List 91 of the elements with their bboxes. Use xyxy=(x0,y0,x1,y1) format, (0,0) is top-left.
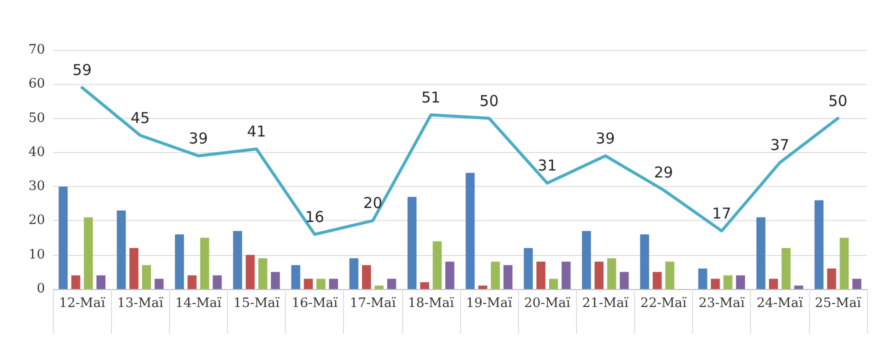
bar xyxy=(200,238,210,289)
bar xyxy=(536,262,546,289)
bar xyxy=(445,262,454,289)
y-tick-label: 20 xyxy=(28,213,45,228)
bar xyxy=(329,278,338,289)
bar xyxy=(466,172,475,289)
bar xyxy=(620,272,629,289)
x-tick-label: 15-Маї xyxy=(233,296,280,311)
x-tick-label: 20-Маї xyxy=(524,296,572,311)
data-label: 29 xyxy=(654,163,674,182)
x-tick-label: 16-Маї xyxy=(292,296,339,311)
data-label: 37 xyxy=(770,136,790,154)
bar xyxy=(736,275,746,289)
data-label: 41 xyxy=(246,122,266,141)
x-tick-label: 24-Маї xyxy=(756,296,804,311)
bar xyxy=(154,278,164,289)
x-tick-label: 17-Маї xyxy=(350,296,397,311)
bar xyxy=(408,196,417,289)
bar xyxy=(524,248,533,289)
x-tick-label: 13-Маї xyxy=(117,296,164,311)
bar xyxy=(84,217,93,289)
bar xyxy=(827,268,836,289)
bar xyxy=(582,230,591,289)
bar xyxy=(710,278,720,289)
bar xyxy=(607,258,616,289)
bar xyxy=(640,234,650,289)
bar xyxy=(478,286,488,289)
data-label: 51 xyxy=(421,88,440,106)
x-tick-label: 19-Маї xyxy=(466,296,513,311)
data-label: 45 xyxy=(130,108,150,127)
bar xyxy=(814,200,824,289)
x-tick-label: 25-Маї xyxy=(814,296,862,311)
bar xyxy=(142,265,152,289)
y-tick-label: 50 xyxy=(28,110,45,126)
bar xyxy=(549,278,558,289)
bar xyxy=(665,262,674,289)
bar xyxy=(71,275,80,289)
bar xyxy=(723,275,732,289)
bar xyxy=(652,272,662,289)
x-tick-label: 14-Маї xyxy=(175,296,222,311)
data-label: 39 xyxy=(596,129,615,148)
y-tick-label: 0 xyxy=(36,282,45,296)
bar xyxy=(58,186,68,289)
bar xyxy=(768,278,778,289)
bar xyxy=(188,275,197,289)
bar xyxy=(270,272,280,289)
bar xyxy=(233,230,242,289)
data-label: 39 xyxy=(188,129,208,148)
bar xyxy=(420,282,430,289)
bar xyxy=(840,238,849,289)
y-tick-label: 40 xyxy=(28,144,45,160)
bar xyxy=(96,275,106,289)
x-tick-label: 22-Маї xyxy=(640,296,688,311)
y-tick-label: 10 xyxy=(28,247,45,262)
bar xyxy=(782,248,791,289)
bar xyxy=(349,258,358,289)
bar xyxy=(212,275,222,289)
y-tick-label: 60 xyxy=(28,76,45,92)
bar xyxy=(374,286,384,289)
data-label: 50 xyxy=(828,92,848,110)
data-label: 20 xyxy=(363,194,382,212)
bar xyxy=(174,234,184,289)
bar xyxy=(756,217,766,289)
bar xyxy=(362,265,371,289)
data-label: 31 xyxy=(538,156,557,175)
bar xyxy=(562,262,571,289)
x-tick-label: 21-Маї xyxy=(582,296,630,311)
x-tick-label: 18-Маї xyxy=(408,296,455,311)
bar xyxy=(246,254,255,289)
x-tick-label: 12-Маї xyxy=(58,296,106,311)
bar xyxy=(698,268,708,289)
data-label: 50 xyxy=(480,92,499,110)
bar xyxy=(116,210,126,289)
data-label: 59 xyxy=(72,61,92,80)
bar xyxy=(432,241,442,289)
y-tick-label: 70 xyxy=(28,42,45,58)
bar xyxy=(387,278,396,289)
data-label: 16 xyxy=(305,208,324,226)
bar xyxy=(291,265,300,289)
data-label: 17 xyxy=(712,204,732,222)
bar xyxy=(316,278,326,289)
x-tick-label: 23-Маї xyxy=(698,296,746,311)
bar xyxy=(794,286,804,289)
bar xyxy=(503,265,512,289)
bar xyxy=(258,258,268,289)
bar xyxy=(852,278,862,289)
bar xyxy=(304,278,313,289)
bar xyxy=(490,262,500,289)
bar xyxy=(129,248,138,289)
bar xyxy=(594,262,604,289)
y-tick-label: 30 xyxy=(28,179,45,194)
